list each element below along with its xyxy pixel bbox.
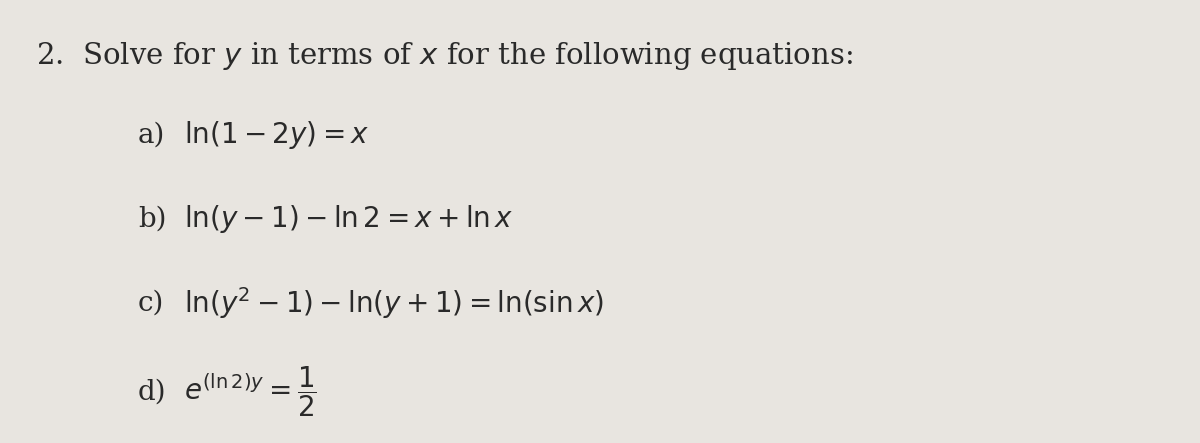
Text: 2.  Solve for $y$ in terms of $x$ for the following equations:: 2. Solve for $y$ in terms of $x$ for the… bbox=[36, 40, 853, 72]
Text: $e^{(\mathrm{ln}\,2)y} = \dfrac{1}{2}$: $e^{(\mathrm{ln}\,2)y} = \dfrac{1}{2}$ bbox=[184, 365, 317, 420]
Text: $\mathrm{ln}(y^2 - 1) - \mathrm{ln}(y + 1) = \mathrm{ln}(\sin x)$: $\mathrm{ln}(y^2 - 1) - \mathrm{ln}(y + … bbox=[184, 285, 604, 322]
Text: $\mathrm{ln}(y - 1) - \mathrm{ln}\,2 = x + \mathrm{ln}\,x$: $\mathrm{ln}(y - 1) - \mathrm{ln}\,2 = x… bbox=[184, 203, 514, 235]
Text: $\mathrm{ln}(1 - 2y) = x$: $\mathrm{ln}(1 - 2y) = x$ bbox=[184, 119, 370, 151]
Text: a): a) bbox=[138, 122, 166, 148]
Text: b): b) bbox=[138, 206, 167, 233]
Text: d): d) bbox=[138, 379, 167, 405]
Text: c): c) bbox=[138, 290, 164, 317]
